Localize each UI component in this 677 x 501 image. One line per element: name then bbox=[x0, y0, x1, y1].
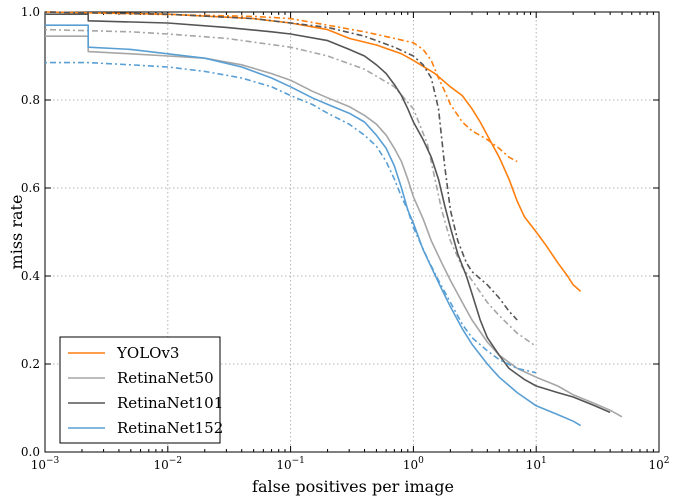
retinanet101-dashed-curve bbox=[44, 11, 518, 321]
y-tick-label: 0.4 bbox=[21, 269, 40, 283]
retinanet152-solid-curve bbox=[45, 24, 582, 427]
retinanet50-solid-curve bbox=[45, 35, 623, 418]
legend-box bbox=[59, 336, 221, 444]
plot-frame bbox=[44, 11, 660, 453]
y-axis-ticks: 0.0 0.2 0.4 0.6 0.8 1.0 bbox=[21, 5, 659, 459]
x-tick-label: 10−1 bbox=[276, 456, 305, 472]
legend: YOLOv3 RetinaNet50 RetinaNet101 RetinaNet15… bbox=[59, 336, 223, 444]
y-tick-label: 0.0 bbox=[21, 445, 40, 459]
retinanet50-dashed-curve bbox=[44, 28, 537, 348]
retinanet101-legend-label: RetinaNet101 bbox=[117, 394, 223, 412]
x-axis-label: false positives per image bbox=[252, 477, 454, 496]
yolov3-legend-label: YOLOv3 bbox=[116, 344, 179, 362]
y-tick-label: 1.0 bbox=[21, 5, 40, 19]
y-tick-label: 0.8 bbox=[21, 93, 40, 107]
retinanet152-legend-label: RetinaNet152 bbox=[117, 419, 223, 437]
plot-area-border bbox=[44, 11, 660, 453]
yolov3-solid-curve bbox=[44, 11, 582, 292]
yolov3-dashed-curve bbox=[44, 11, 518, 163]
x-tick-label: 101 bbox=[526, 456, 547, 472]
x-tick-label: 10−3 bbox=[31, 456, 60, 472]
retinanet101-solid-curve bbox=[45, 13, 611, 414]
x-tick-label: 102 bbox=[648, 456, 669, 472]
series-curves bbox=[44, 11, 623, 427]
x-tick-label: 100 bbox=[403, 456, 424, 472]
x-axis-ticks: 10−3 10−2 10−1 100 101 102 bbox=[31, 12, 670, 472]
y-tick-label: 0.2 bbox=[21, 357, 40, 371]
y-tick-label: 0.6 bbox=[21, 181, 40, 195]
x-tick-label: 10−2 bbox=[154, 456, 183, 472]
retinanet50-legend-label: RetinaNet50 bbox=[117, 369, 214, 387]
y-axis-label: miss rate bbox=[7, 195, 26, 270]
